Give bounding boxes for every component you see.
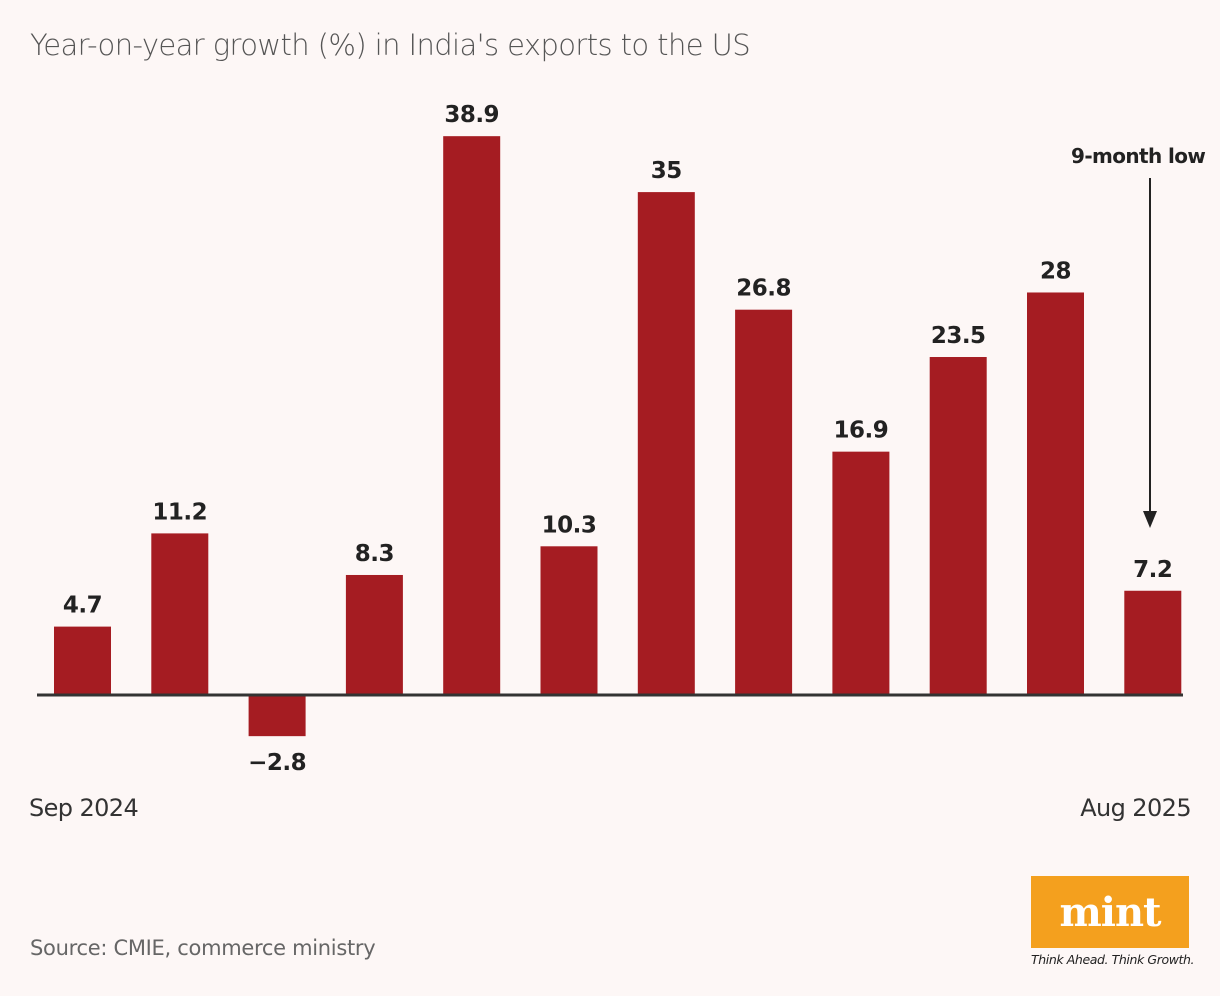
bar-may-2025 bbox=[832, 451, 890, 694]
value-label: 8.3 bbox=[355, 541, 394, 567]
chart-title: Year-on-year growth (%) in India's expor… bbox=[30, 28, 751, 62]
value-label: 23.5 bbox=[931, 323, 986, 349]
value-label: −2.8 bbox=[248, 750, 306, 776]
bar-jan-2025 bbox=[443, 136, 501, 694]
value-label: 10.3 bbox=[542, 512, 597, 538]
bar-apr-2025 bbox=[735, 309, 793, 694]
value-label: 38.9 bbox=[444, 102, 499, 128]
value-label: 7.2 bbox=[1133, 557, 1172, 583]
annotation: 9-month low bbox=[1071, 144, 1206, 528]
annotation-arrow-head bbox=[1143, 511, 1157, 528]
value-label: 35 bbox=[651, 158, 682, 184]
bar-oct-2024 bbox=[151, 533, 209, 694]
value-label: 26.8 bbox=[736, 276, 791, 302]
x-tick-label-last: Aug 2025 bbox=[1080, 794, 1191, 822]
bar-aug-2025 bbox=[1124, 590, 1182, 694]
value-label: 4.7 bbox=[63, 593, 102, 619]
mint-logo: mint bbox=[1031, 876, 1189, 948]
x-tick-label-first: Sep 2024 bbox=[29, 794, 139, 822]
bar-jun-2025 bbox=[929, 357, 987, 694]
bar-sep-2024 bbox=[54, 626, 111, 694]
logo-text: mint bbox=[1059, 888, 1161, 936]
logo-tagline: Think Ahead. Think Growth. bbox=[1031, 952, 1195, 967]
bar-feb-2025 bbox=[540, 546, 598, 694]
value-label: 11.2 bbox=[152, 499, 207, 525]
value-label: 16.9 bbox=[834, 418, 889, 444]
bar-mar-2025 bbox=[637, 192, 695, 694]
value-label: 28 bbox=[1040, 258, 1071, 284]
source-note: Source: CMIE, commerce ministry bbox=[30, 936, 376, 960]
bar-jul-2025 bbox=[1027, 292, 1084, 694]
annotation-label: 9-month low bbox=[1071, 144, 1205, 168]
bar-dec-2024 bbox=[345, 574, 403, 694]
bar-nov-2024 bbox=[248, 696, 306, 737]
